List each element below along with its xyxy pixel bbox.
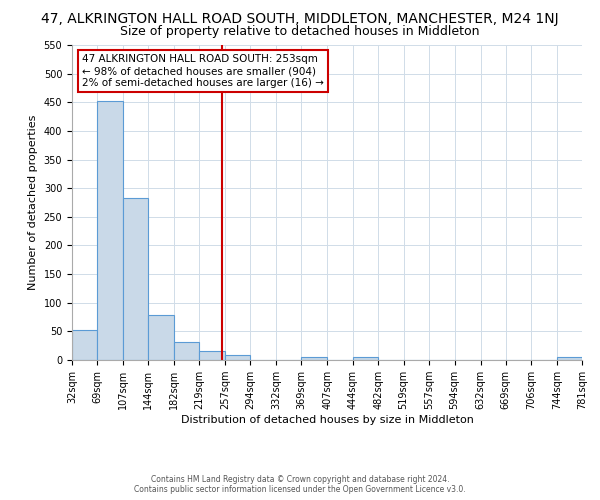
Bar xyxy=(353,357,379,360)
Bar xyxy=(97,101,123,360)
Bar xyxy=(148,315,174,360)
Bar xyxy=(199,352,225,360)
Text: Contains HM Land Registry data © Crown copyright and database right 2024.
Contai: Contains HM Land Registry data © Crown c… xyxy=(134,474,466,494)
Bar xyxy=(174,342,199,360)
Text: 47 ALKRINGTON HALL ROAD SOUTH: 253sqm
← 98% of detached houses are smaller (904): 47 ALKRINGTON HALL ROAD SOUTH: 253sqm ← … xyxy=(82,54,324,88)
Bar xyxy=(72,330,97,360)
Text: Size of property relative to detached houses in Middleton: Size of property relative to detached ho… xyxy=(120,25,480,38)
Bar xyxy=(557,357,582,360)
X-axis label: Distribution of detached houses by size in Middleton: Distribution of detached houses by size … xyxy=(181,415,473,425)
Bar xyxy=(301,357,328,360)
Bar xyxy=(225,355,250,360)
Y-axis label: Number of detached properties: Number of detached properties xyxy=(28,115,38,290)
Bar xyxy=(123,198,148,360)
Text: 47, ALKRINGTON HALL ROAD SOUTH, MIDDLETON, MANCHESTER, M24 1NJ: 47, ALKRINGTON HALL ROAD SOUTH, MIDDLETO… xyxy=(41,12,559,26)
